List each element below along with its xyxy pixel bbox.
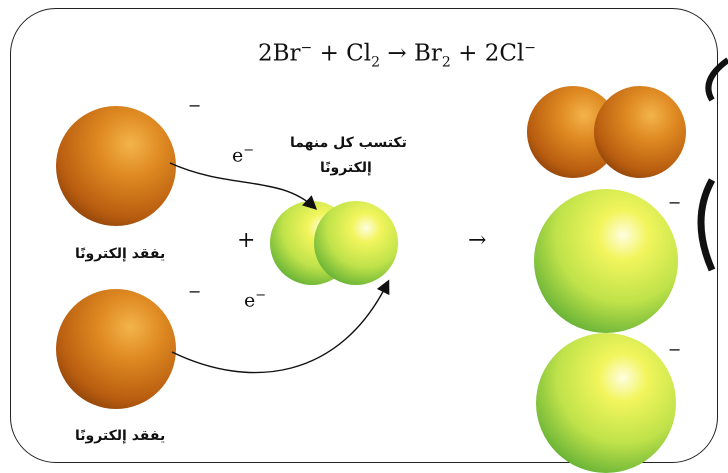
- charge-chloride-top: −: [668, 193, 682, 212]
- eq-chlorine-sub: 2: [371, 54, 381, 71]
- caption-gains-electron-line2: إلكترونًا: [320, 160, 372, 176]
- chloride-ion-top: [534, 189, 678, 333]
- reaction-arrow: →: [468, 228, 487, 253]
- charge-bromide-top: −: [188, 96, 202, 115]
- decor-arc-top: [705, 57, 728, 102]
- caption-loses-electron-top: يفقد إلكترونًا: [75, 246, 166, 262]
- eq-chloride-ions: 2Cl: [484, 40, 525, 67]
- bromide-ion-top: [56, 106, 176, 226]
- charge-bromide-bottom: −: [188, 282, 202, 301]
- chloride-ion-bottom: [536, 333, 676, 473]
- eq-bromine: Br: [413, 40, 442, 67]
- decor-arc-bottom: [697, 178, 716, 272]
- electron-transfer-arrow-top: [169, 162, 318, 210]
- electron-label-top: e−: [232, 143, 255, 167]
- eq-plus-2: +: [458, 40, 478, 67]
- bromide-ion-bottom: [56, 289, 176, 409]
- plus-sign: +: [237, 228, 256, 253]
- eq-bromide-ions: 2Br: [258, 40, 301, 67]
- electron-label-bottom: e−: [244, 288, 267, 312]
- bromine-atom-left: [527, 86, 619, 178]
- caption-loses-electron-bottom: يفقد إلكترونًا: [75, 428, 166, 444]
- eq-bromide-charge: −: [300, 40, 313, 56]
- eq-chlorine: Cl: [346, 40, 372, 67]
- chlorine-atom-right: [314, 201, 398, 285]
- eq-bromine-sub: 2: [441, 54, 451, 71]
- charge-chloride-bottom: −: [668, 340, 682, 359]
- reaction-equation: 2Br− + Cl2 → Br2 + 2Cl−: [258, 40, 536, 70]
- electron-transfer-arrow-bottom: [171, 279, 390, 374]
- eq-arrow: →: [387, 40, 407, 67]
- eq-plus-1: +: [319, 40, 339, 67]
- eq-chloride-charge: −: [524, 40, 537, 56]
- caption-gains-electron-line1: تكتسب كل منهما: [290, 135, 407, 151]
- bromine-atom-right: [594, 86, 686, 178]
